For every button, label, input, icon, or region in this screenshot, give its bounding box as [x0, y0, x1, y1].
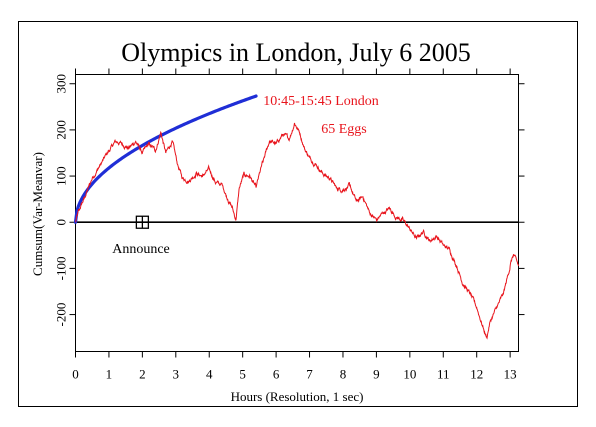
y-tick-label: 300	[54, 74, 69, 94]
cumulative-deviation-line	[75, 122, 519, 340]
x-tick-label: 2	[139, 367, 146, 382]
x-tick-label: 0	[72, 367, 79, 382]
x-tick-label: 10	[403, 367, 416, 382]
plot-frame	[75, 74, 519, 352]
x-tick-label: 8	[340, 367, 347, 382]
x-tick-label: 11	[437, 367, 450, 382]
y-tick-label: 0	[54, 219, 69, 226]
significance-envelope-line	[73, 94, 258, 224]
x-tick-label: 5	[239, 367, 246, 382]
eggs-annotation: 65 Eggs	[321, 122, 367, 137]
x-tick-label: 6	[273, 367, 280, 382]
outer-frame	[18, 21, 578, 407]
x-axis-label: Hours (Resolution, 1 sec)	[231, 389, 364, 404]
chart-title: Olympics in London, July 6 2005	[121, 38, 471, 67]
announce-marker	[135, 215, 150, 229]
y-tick-label: 200	[54, 120, 69, 140]
y-axis-label: Cumsum(Var-Meanvar)	[30, 152, 45, 276]
x-tick-label: 7	[306, 367, 313, 382]
x-axis-ticks: 0 1 2 3 4 5 6 7 8 9 10 11 12 13	[72, 68, 517, 382]
y-tick-label: -200	[54, 303, 69, 327]
x-tick-label: 4	[206, 367, 213, 382]
x-tick-label: 9	[373, 367, 380, 382]
y-tick-label: -100	[54, 256, 69, 280]
x-tick-label: 12	[470, 367, 483, 382]
x-tick-label: 13	[504, 367, 517, 382]
time-window-annotation: 10:45-15:45 London	[263, 94, 379, 109]
y-axis-ticks: -200 -100 0 100 200 300	[54, 74, 525, 327]
announce-label: Announce	[112, 242, 170, 257]
x-tick-label: 3	[173, 367, 180, 382]
x-tick-label: 1	[106, 367, 113, 382]
y-tick-label: 100	[54, 166, 69, 186]
